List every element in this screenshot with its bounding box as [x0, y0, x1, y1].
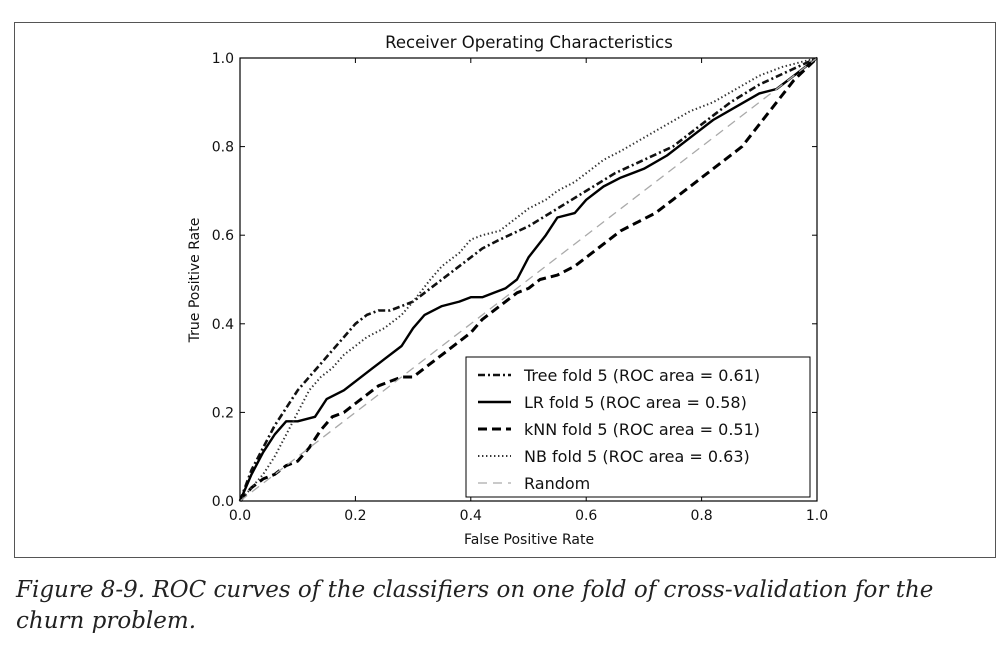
x-tick-label: 0.0 — [229, 508, 251, 524]
series-layer — [238, 56, 819, 502]
x-tick-label: 0.2 — [344, 508, 366, 524]
x-tick-label: 1.0 — [806, 508, 828, 524]
legend-label: kNN fold 5 (ROC area = 0.51) — [524, 420, 760, 439]
series-line-solid — [238, 57, 818, 502]
y-axis-label: True Positive Rate — [187, 218, 203, 344]
x-axis-label: False Positive Rate — [464, 532, 594, 548]
legend-label: Random — [524, 474, 590, 493]
y-tick-label: 0.0 — [212, 494, 234, 510]
y-tick-label: 0.4 — [212, 317, 234, 333]
chart-title: Receiver Operating Characteristics — [385, 33, 673, 52]
x-tick-label: 0.6 — [575, 508, 597, 524]
roc-chart: Receiver Operating Characteristics 0.0 0.… — [187, 33, 828, 548]
x-tick-label: 0.8 — [690, 508, 712, 524]
series-line-dotted — [239, 57, 818, 502]
legend-label: NB fold 5 (ROC area = 0.63) — [524, 447, 750, 466]
series-line-random — [239, 57, 818, 502]
x-tick-label: 0.4 — [460, 508, 482, 524]
legend-entries: Tree fold 5 (ROC area = 0.61) LR fold 5 (… — [478, 366, 760, 493]
series-line-dashed — [238, 56, 819, 502]
series-line-dashdot — [238, 56, 818, 502]
y-tick-label: 0.8 — [212, 140, 234, 156]
ticks-layer: 0.0 0.2 0.4 0.6 0.8 1.0 0.0 0.2 0.4 0.6 0.8 1.0 — [212, 51, 828, 524]
legend-label: LR fold 5 (ROC area = 0.58) — [524, 393, 747, 412]
y-tick-label: 1.0 — [212, 51, 234, 67]
y-tick-label: 0.2 — [212, 405, 234, 421]
legend: Tree fold 5 (ROC area = 0.61) LR fold 5 (… — [465, 356, 811, 498]
legend-label: Tree fold 5 (ROC area = 0.61) — [523, 366, 760, 385]
legend-box — [465, 356, 811, 498]
y-tick-label: 0.6 — [212, 228, 234, 244]
figure-caption: Figure 8-9. ROC curves of the classifier… — [16, 577, 934, 634]
